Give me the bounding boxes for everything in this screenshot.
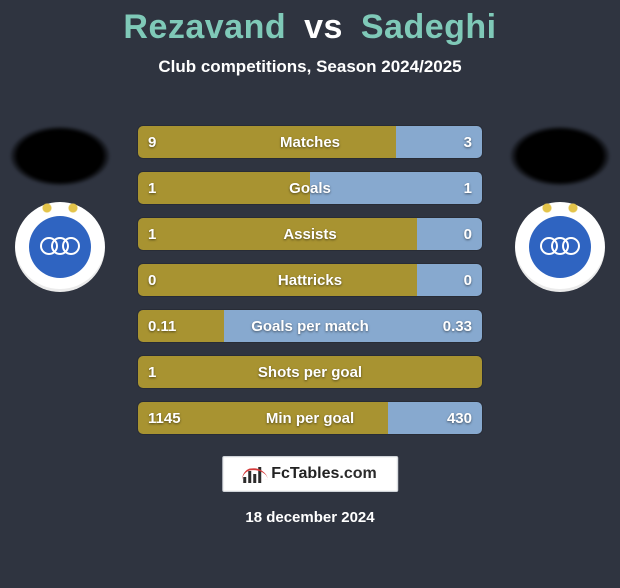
bar-right-value bbox=[462, 356, 482, 388]
player2-avatar-slot bbox=[510, 126, 610, 292]
brand-badge: FcTables.com bbox=[222, 456, 398, 492]
bar-row-matches: 9Matches3 bbox=[138, 126, 482, 158]
bar-row-min-per-goal: 1145Min per goal430 bbox=[138, 402, 482, 434]
player2-club-badge bbox=[515, 202, 605, 292]
brand-name: FcTables bbox=[271, 465, 339, 482]
bar-center-label: Assists bbox=[138, 218, 482, 250]
comparison-bars: 9Matches31Goals11Assists00Hattricks00.11… bbox=[138, 126, 482, 434]
bar-right-value: 1 bbox=[454, 172, 482, 204]
bar-center-label: Goals per match bbox=[138, 310, 482, 342]
bar-row-hattricks: 0Hattricks0 bbox=[138, 264, 482, 296]
bar-right-value: 0 bbox=[454, 218, 482, 250]
bar-center-label: Min per goal bbox=[138, 402, 482, 434]
bar-row-assists: 1Assists0 bbox=[138, 218, 482, 250]
brand-text: FcTables.com bbox=[271, 465, 377, 483]
bar-center-label: Matches bbox=[138, 126, 482, 158]
subtitle: Club competitions, Season 2024/2025 bbox=[0, 57, 620, 77]
bar-row-goals: 1Goals1 bbox=[138, 172, 482, 204]
bar-center-label: Hattricks bbox=[138, 264, 482, 296]
brand-spark-icon bbox=[243, 465, 263, 483]
player1-club-badge bbox=[15, 202, 105, 292]
vs-label: vs bbox=[304, 8, 343, 46]
player2-name: Sadeghi bbox=[361, 8, 497, 46]
bar-right-value: 0.33 bbox=[433, 310, 482, 342]
date-label: 18 december 2024 bbox=[0, 509, 620, 526]
brand-domain: .com bbox=[339, 465, 376, 482]
bar-right-value: 0 bbox=[454, 264, 482, 296]
bar-center-label: Goals bbox=[138, 172, 482, 204]
bar-row-goals-per-match: 0.11Goals per match0.33 bbox=[138, 310, 482, 342]
player1-name: Rezavand bbox=[123, 8, 286, 46]
player1-silhouette bbox=[10, 126, 110, 186]
bar-right-value: 3 bbox=[454, 126, 482, 158]
bar-right-value: 430 bbox=[437, 402, 482, 434]
player2-silhouette bbox=[510, 126, 610, 186]
bar-row-shots-per-goal: 1Shots per goal bbox=[138, 356, 482, 388]
player1-avatar-slot bbox=[10, 126, 110, 292]
page-title: Rezavand vs Sadeghi bbox=[0, 8, 620, 47]
bar-center-label: Shots per goal bbox=[138, 356, 482, 388]
